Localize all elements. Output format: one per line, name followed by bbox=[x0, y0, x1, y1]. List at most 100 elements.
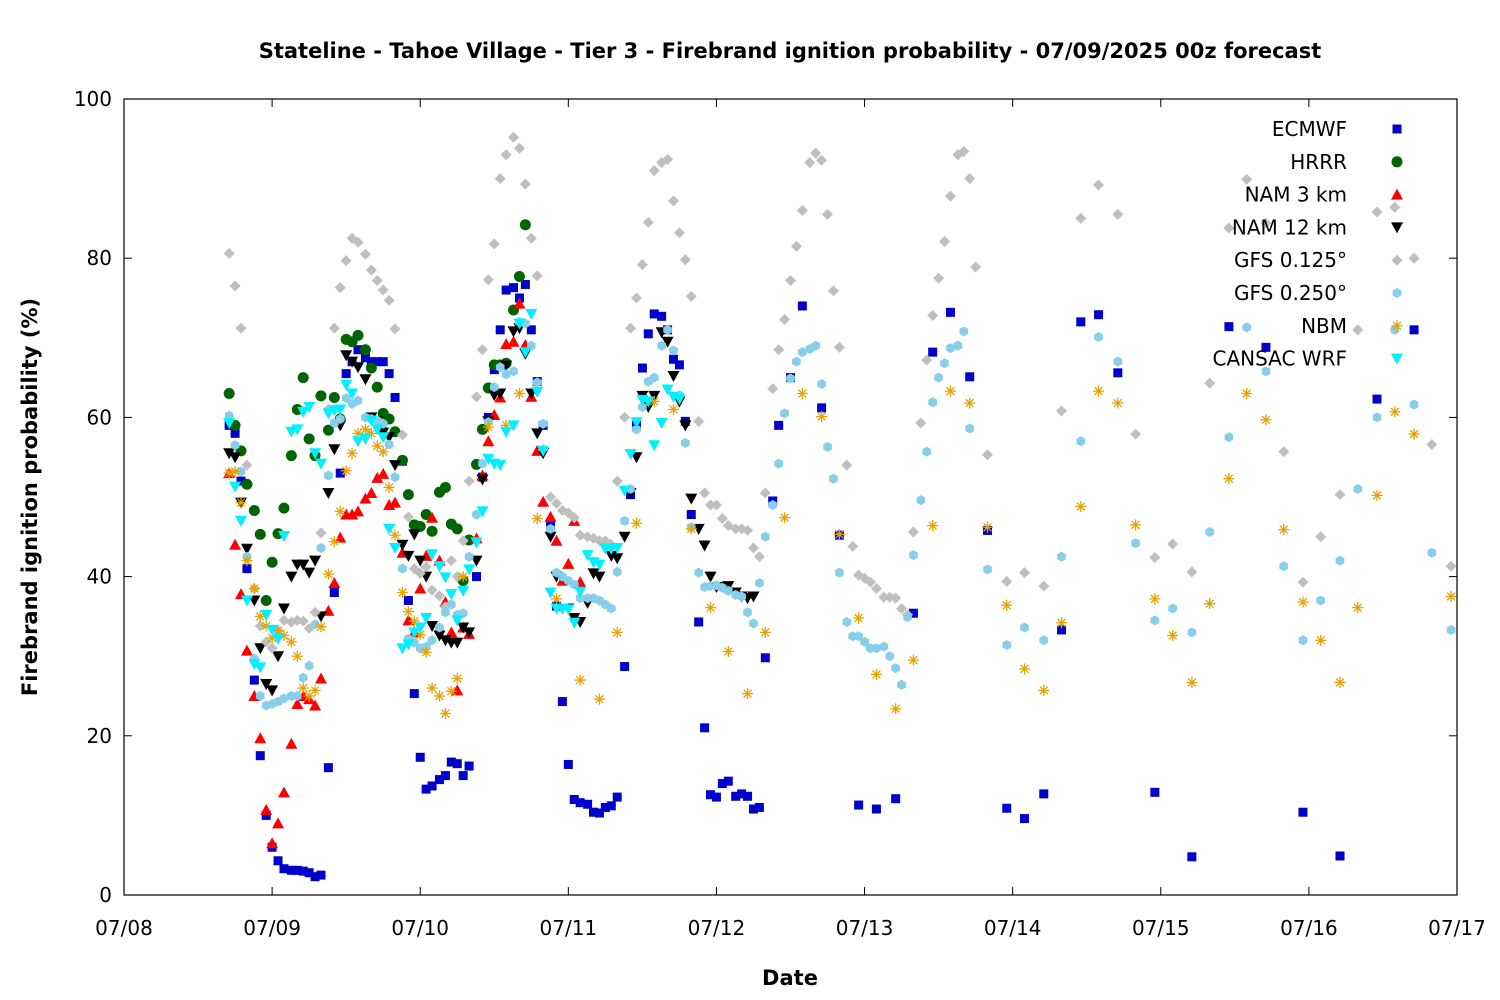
data-point bbox=[717, 779, 727, 789]
data-point bbox=[637, 363, 647, 373]
data-point bbox=[500, 360, 513, 372]
data-point bbox=[618, 485, 631, 497]
data-point bbox=[297, 372, 309, 384]
data-point bbox=[538, 418, 548, 429]
data-point bbox=[1020, 814, 1030, 824]
data-point bbox=[396, 539, 409, 551]
data-point bbox=[507, 335, 520, 347]
data-point bbox=[532, 377, 542, 388]
data-point bbox=[611, 542, 624, 554]
data-point bbox=[229, 481, 242, 493]
data-point bbox=[408, 627, 421, 639]
data-point bbox=[439, 481, 451, 493]
data-point bbox=[1278, 524, 1290, 536]
data-point bbox=[965, 372, 975, 382]
data-point bbox=[402, 639, 415, 651]
data-point bbox=[583, 799, 593, 809]
data-point bbox=[310, 872, 320, 882]
data-point bbox=[774, 458, 783, 469]
data-point bbox=[796, 204, 808, 216]
data-point bbox=[792, 356, 801, 367]
data-point bbox=[619, 411, 631, 423]
data-point bbox=[790, 240, 802, 252]
data-point bbox=[402, 511, 414, 523]
data-point bbox=[890, 703, 902, 715]
data-point bbox=[352, 362, 365, 374]
data-point bbox=[965, 423, 975, 434]
data-point bbox=[742, 524, 754, 536]
data-point bbox=[964, 173, 976, 185]
legend-label: GFS 0.250° bbox=[1234, 281, 1347, 305]
data-point bbox=[611, 475, 623, 487]
data-point bbox=[737, 789, 747, 799]
data-point bbox=[1056, 617, 1068, 629]
data-point bbox=[494, 173, 506, 185]
data-point bbox=[822, 208, 834, 220]
data-point bbox=[642, 396, 655, 408]
data-point bbox=[816, 411, 828, 423]
data-point bbox=[426, 525, 438, 537]
data-point bbox=[365, 264, 377, 276]
data-point bbox=[266, 837, 279, 849]
legend: ECMWF HRRR NAM 3 km NAM 12 km GFS 0.125° GFS … bbox=[1212, 117, 1403, 371]
data-point bbox=[409, 689, 419, 699]
data-point bbox=[983, 564, 992, 575]
data-point bbox=[662, 153, 674, 165]
data-point bbox=[377, 432, 390, 444]
data-point bbox=[463, 475, 475, 487]
data-point bbox=[377, 284, 389, 296]
data-point bbox=[278, 614, 290, 626]
data-point bbox=[679, 254, 691, 266]
x-axis-label: Date bbox=[762, 966, 818, 990]
data-point bbox=[1001, 599, 1013, 611]
data-point bbox=[353, 395, 363, 406]
data-point bbox=[891, 794, 901, 804]
data-point bbox=[463, 564, 476, 576]
data-point bbox=[1278, 446, 1290, 458]
data-point bbox=[383, 481, 395, 493]
data-point bbox=[1038, 684, 1050, 696]
data-point bbox=[569, 794, 579, 804]
data-point bbox=[266, 642, 278, 654]
data-point bbox=[365, 427, 377, 439]
data-point bbox=[1020, 622, 1029, 633]
data-point bbox=[340, 255, 352, 267]
data-point bbox=[230, 440, 240, 451]
data-point bbox=[340, 379, 353, 391]
data-point bbox=[249, 675, 259, 685]
data-point bbox=[439, 708, 451, 720]
data-point bbox=[272, 528, 284, 540]
data-point bbox=[706, 790, 716, 800]
data-point bbox=[396, 587, 408, 599]
data-point bbox=[426, 584, 438, 596]
data-point bbox=[1094, 310, 1104, 320]
data-point bbox=[421, 784, 431, 794]
data-point bbox=[574, 674, 586, 686]
data-point bbox=[816, 154, 828, 166]
data-point bbox=[426, 682, 438, 694]
data-point bbox=[779, 313, 791, 325]
data-point bbox=[445, 589, 458, 601]
data-point bbox=[958, 146, 970, 158]
data-point bbox=[1389, 406, 1401, 418]
data-point bbox=[674, 360, 684, 370]
data-point bbox=[1352, 602, 1364, 614]
data-point bbox=[907, 526, 919, 538]
data-point bbox=[940, 358, 949, 369]
data-point bbox=[593, 535, 605, 547]
data-point bbox=[464, 761, 474, 771]
data-point bbox=[414, 622, 427, 634]
data-point bbox=[334, 505, 346, 517]
data-point bbox=[340, 350, 353, 362]
data-point bbox=[396, 643, 409, 655]
data-point bbox=[229, 452, 242, 464]
data-point bbox=[1315, 531, 1327, 543]
data-point bbox=[1372, 412, 1382, 423]
data-point bbox=[519, 178, 531, 190]
data-point bbox=[277, 531, 290, 543]
data-point bbox=[594, 808, 604, 818]
data-point bbox=[292, 865, 302, 875]
data-point bbox=[1056, 405, 1068, 417]
legend-marker bbox=[1391, 254, 1403, 266]
